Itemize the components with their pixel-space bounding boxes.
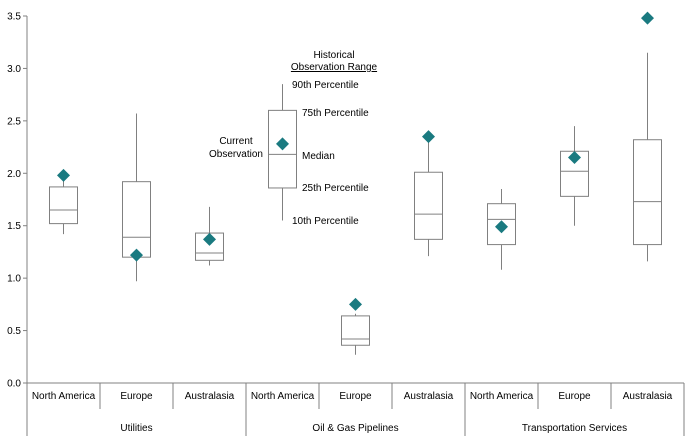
legend-p75-label: 75th Percentile bbox=[302, 108, 369, 119]
y-tick-label: 2.0 bbox=[7, 169, 21, 180]
box-iqr bbox=[487, 203, 516, 246]
x-category-label: Europe bbox=[558, 391, 591, 402]
x-group-label: Transportation Services bbox=[522, 423, 627, 434]
box-iqr bbox=[414, 171, 443, 240]
box-iqr bbox=[341, 315, 370, 346]
y-tick-label: 3.0 bbox=[7, 64, 21, 75]
box-item bbox=[560, 126, 589, 226]
legend-title-line2: Observation Range bbox=[291, 62, 378, 73]
y-tick-label: 0.5 bbox=[7, 326, 21, 337]
current-observation-marker bbox=[130, 248, 143, 262]
y-tick-label: 3.5 bbox=[7, 12, 21, 23]
x-category-label: Australasia bbox=[185, 391, 235, 402]
box-iqr bbox=[122, 181, 151, 258]
box-item bbox=[49, 174, 78, 235]
y-tick-label: 1.0 bbox=[7, 274, 21, 285]
x-category-label: Europe bbox=[339, 391, 372, 402]
box-item bbox=[633, 52, 662, 262]
legend-current-line2: Observation bbox=[209, 149, 263, 160]
legend-median-label: Median bbox=[302, 151, 335, 162]
x-group-label: Utilities bbox=[120, 423, 152, 434]
x-category-label: North America bbox=[251, 391, 315, 402]
axes: 0.0 0.5 1.0 1.5 2.0 2.5 3.0 3.5 North America Eur… bbox=[7, 12, 685, 436]
x-category-label: North America bbox=[470, 391, 534, 402]
current-observation-marker bbox=[349, 297, 362, 311]
legend-p25-label: 25th Percentile bbox=[302, 183, 369, 194]
x-category-label: Australasia bbox=[404, 391, 454, 402]
current-observation-marker bbox=[568, 151, 581, 165]
box-item bbox=[414, 137, 443, 257]
box-item bbox=[268, 84, 297, 221]
current-observation-marker bbox=[57, 168, 70, 182]
box-iqr bbox=[49, 186, 78, 225]
current-observation-marker bbox=[641, 11, 654, 25]
box-iqr bbox=[633, 139, 662, 246]
current-observation-marker bbox=[495, 220, 508, 234]
legend-p90-label: 90th Percentile bbox=[292, 80, 359, 91]
legend-current-line1: Current bbox=[219, 136, 253, 147]
legend-p10-label: 10th Percentile bbox=[292, 216, 359, 227]
box-item bbox=[122, 113, 151, 282]
x-group-label: Oil & Gas Pipelines bbox=[312, 423, 398, 434]
current-observation-marker bbox=[422, 130, 435, 144]
x-category-label: Australasia bbox=[623, 391, 673, 402]
y-tick-label: 1.5 bbox=[7, 221, 21, 232]
legend-annotation: Historical Observation Range 90th Percen… bbox=[209, 50, 377, 227]
current-observation-series bbox=[57, 11, 654, 311]
box-item bbox=[487, 189, 516, 270]
current-observation-marker bbox=[203, 232, 216, 246]
legend-title-line1: Historical bbox=[313, 50, 354, 61]
y-tick-label: 2.5 bbox=[7, 116, 21, 127]
current-observation-marker bbox=[276, 137, 289, 151]
x-category-label: Europe bbox=[120, 391, 153, 402]
x-category-label: North America bbox=[32, 391, 96, 402]
y-tick-label: 0.0 bbox=[7, 379, 21, 390]
box-item bbox=[341, 313, 370, 355]
box-series bbox=[49, 52, 662, 355]
